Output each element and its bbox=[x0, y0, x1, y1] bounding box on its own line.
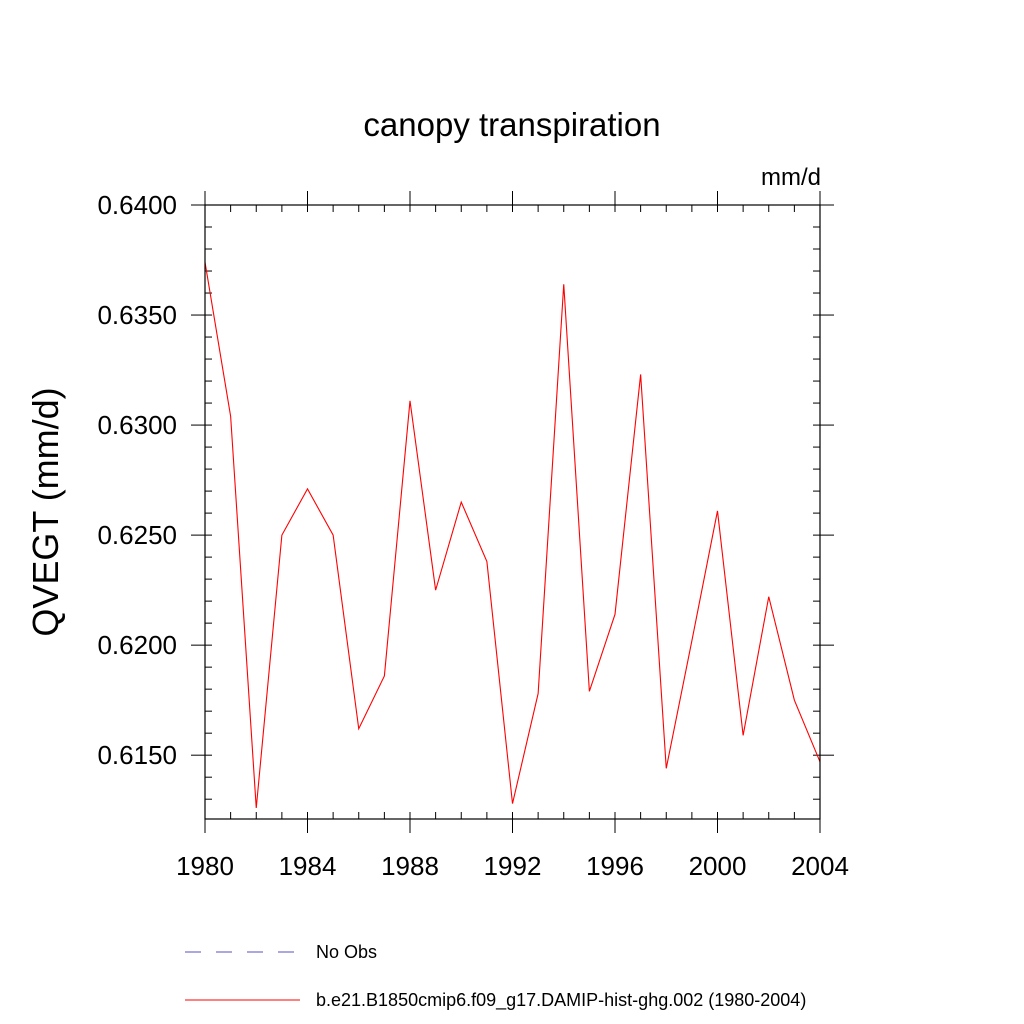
units-label: mm/d bbox=[761, 164, 821, 191]
x-tick-label: 2000 bbox=[689, 851, 747, 881]
x-tick-label: 1980 bbox=[176, 851, 234, 881]
y-tick-label: 0.6200 bbox=[97, 630, 177, 660]
y-tick-label: 0.6400 bbox=[97, 190, 177, 220]
axis-ticks bbox=[191, 191, 834, 833]
plot-area bbox=[204, 262, 821, 809]
chart-title: canopy transpiration bbox=[363, 106, 660, 143]
legend: No Obs b.e21.B1850cmip6.f09_g17.DAMIP-his… bbox=[185, 942, 806, 1011]
x-tick-label: 1996 bbox=[586, 851, 644, 881]
y-tick-label: 0.6150 bbox=[97, 740, 177, 770]
x-tick-label: 1992 bbox=[484, 851, 542, 881]
x-tick-label: 1984 bbox=[279, 851, 337, 881]
x-tick-label: 2004 bbox=[791, 851, 849, 881]
y-axis-label: QVEGT (mm/d) bbox=[25, 387, 66, 636]
x-tick-labels: 1980 1984 1988 1992 1996 2000 2004 bbox=[176, 851, 849, 881]
x-tick-label: 1988 bbox=[381, 851, 439, 881]
legend-label: b.e21.B1850cmip6.f09_g17.DAMIP-hist-ghg.… bbox=[316, 990, 806, 1011]
plot-frame bbox=[204, 204, 821, 820]
y-tick-labels: 0.6150 0.6200 0.6250 0.6300 0.6350 0.6400 bbox=[97, 190, 177, 770]
y-tick-label: 0.6300 bbox=[97, 410, 177, 440]
series-line bbox=[204, 262, 821, 809]
y-tick-label: 0.6350 bbox=[97, 300, 177, 330]
legend-label: No Obs bbox=[316, 942, 377, 962]
y-tick-label: 0.6250 bbox=[97, 520, 177, 550]
